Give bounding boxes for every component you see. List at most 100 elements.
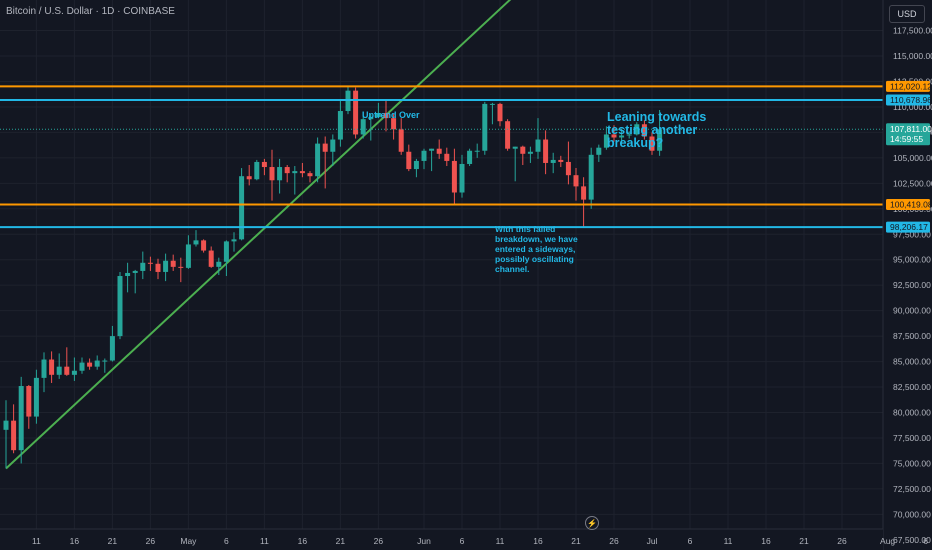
candle-body [459, 163, 465, 193]
candle [56, 353, 62, 379]
candle-body [163, 260, 169, 272]
lightning-replay-icon[interactable]: ⚡ [585, 516, 599, 530]
candle-body [11, 420, 17, 451]
chart-title: Bitcoin / U.S. Dollar · 1D · COINBASE [6, 6, 175, 17]
candle-body [391, 118, 397, 130]
candle-body [543, 139, 549, 163]
candle [497, 102, 503, 127]
candle-body [322, 143, 328, 152]
currency-button[interactable]: USD [889, 5, 925, 23]
price-label-text: 112,020.12 [890, 81, 932, 91]
current-price-text: 107,811.00 [890, 124, 932, 134]
candle [87, 358, 93, 370]
candle-body [657, 129, 663, 151]
candle-body [132, 270, 138, 273]
price-label-bg [886, 94, 930, 106]
annotation-failed-breakdown: With this failed breakdown, we have ente… [495, 224, 578, 274]
candle-body [277, 167, 283, 181]
price-tick-label: 102,500.00 [893, 178, 932, 188]
candle [41, 352, 47, 393]
candle-body [87, 362, 93, 367]
candle-body [292, 171, 298, 174]
time-tick-label: 6 [688, 536, 693, 546]
candle [337, 99, 343, 147]
candle [489, 102, 495, 125]
time-tick-label: 6 [460, 536, 465, 546]
candle-body [26, 386, 32, 417]
candle [383, 99, 389, 132]
candle-body [231, 239, 237, 242]
candles-layer [3, 86, 663, 469]
candle-body [489, 103, 495, 105]
price-label-tag: 100,419.08 [886, 199, 932, 211]
candle-body [649, 136, 655, 151]
price-label-text: 98,206.17 [890, 222, 928, 232]
candle-body [588, 154, 594, 200]
candle [269, 149, 275, 201]
candle [26, 385, 32, 429]
candle [277, 158, 283, 194]
time-tick-label: 21 [799, 536, 809, 546]
candle-body [368, 117, 374, 120]
price-tick-label: 115,000.00 [893, 51, 932, 61]
time-tick-label: 26 [146, 536, 156, 546]
candle-body [451, 160, 457, 193]
candle-body [239, 176, 245, 240]
candle [512, 146, 518, 182]
candle-body [284, 167, 290, 174]
candle-body [170, 260, 176, 267]
candle-body [550, 159, 556, 163]
candle [421, 148, 427, 170]
candle [459, 154, 465, 198]
candle [573, 168, 579, 201]
candle [444, 147, 450, 167]
time-tick-label: 26 [609, 536, 619, 546]
candle-body [18, 386, 24, 451]
candle-body [505, 121, 511, 149]
candle [71, 357, 77, 381]
candle [18, 376, 24, 464]
candle-body [193, 240, 199, 245]
candle [254, 159, 260, 181]
price-tick-label: 72,500.00 [893, 484, 931, 494]
price-tick-label: 67,500.00 [893, 535, 931, 545]
candle-body [246, 176, 252, 180]
candle [125, 262, 131, 293]
candle [315, 137, 321, 183]
candle [185, 235, 191, 269]
candle-body [140, 262, 146, 271]
candle-body [573, 175, 579, 187]
price-label-tag: 112,020.12 [886, 80, 932, 92]
time-tick-label: 11 [496, 536, 505, 546]
time-tick-label: 6 [923, 536, 928, 546]
candle-body [360, 119, 366, 135]
price-label-bg [886, 199, 930, 211]
candle-body [216, 261, 222, 267]
price-tick-label: 97,500.00 [893, 229, 931, 239]
candle [163, 253, 169, 282]
candle [49, 351, 55, 383]
candle-body [474, 150, 480, 152]
candle [474, 143, 480, 158]
time-tick-label: May [180, 536, 197, 546]
candle [117, 271, 123, 340]
candle-body [406, 151, 412, 170]
candle-body [421, 150, 427, 161]
candle-body [436, 148, 442, 154]
candle [322, 136, 328, 189]
candle-body [223, 241, 229, 262]
candle-body [261, 161, 267, 168]
candle [292, 166, 298, 195]
candle [353, 87, 359, 139]
price-tick-label: 87,500.00 [893, 331, 931, 341]
candle [649, 132, 655, 155]
candle [94, 355, 100, 370]
candle [535, 118, 541, 159]
candle-body [269, 167, 275, 181]
candle-body [626, 134, 632, 136]
candle-body [109, 336, 115, 361]
candle [436, 139, 442, 159]
candle [284, 165, 290, 183]
